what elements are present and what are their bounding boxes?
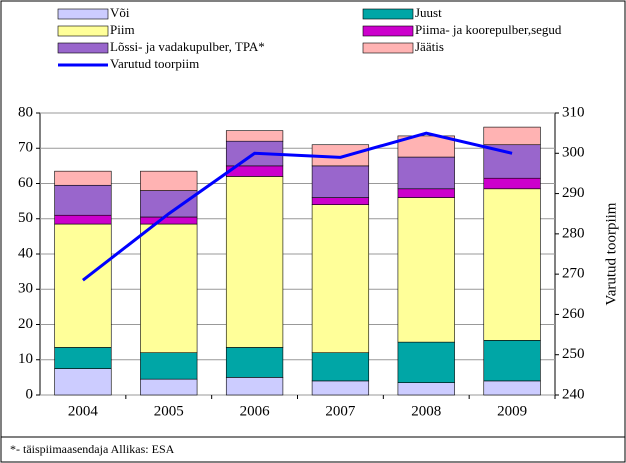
legend-label: Jäätis (415, 39, 444, 54)
legend-swatch (362, 42, 414, 54)
x-tick-label: 2006 (240, 403, 271, 419)
bar-segment (397, 188, 455, 198)
bar-segment (397, 135, 455, 158)
y-tick-label: 20 (18, 316, 33, 332)
bar-segment (225, 176, 284, 348)
y2-tick-label: 260 (562, 306, 585, 322)
bar-segment (311, 165, 370, 198)
y2-tick-label: 270 (562, 266, 585, 282)
y2-tick-label: 250 (562, 346, 585, 362)
bar-segment (311, 380, 370, 396)
bar-segment (311, 197, 370, 205)
bar-segment (483, 188, 541, 341)
y2-tick-label: 280 (562, 225, 585, 241)
legend-swatch (57, 8, 109, 20)
line-series (81, 131, 513, 282)
legend-label: Juust (415, 5, 442, 20)
bar-segment (54, 214, 112, 225)
bar-segment (397, 156, 455, 190)
bar-segment (311, 352, 370, 382)
bar-segment (140, 216, 198, 225)
legend-label: Piima- ja koorepulber,segud (415, 22, 562, 37)
y-tick-label: 50 (18, 210, 33, 226)
legend-swatch (57, 42, 109, 54)
bar-segment (225, 377, 284, 396)
y-tick-label: 80 (18, 104, 33, 120)
bar-segment (54, 347, 112, 369)
bar-segment (140, 223, 198, 354)
x-tick-label: 2007 (325, 403, 356, 419)
bar-segment (397, 341, 455, 383)
bar-segment (483, 177, 541, 190)
y-tick-label: 30 (18, 281, 33, 297)
bar-segment (54, 223, 112, 348)
y-tick-label: 60 (18, 175, 33, 191)
note: *- täispiimaasendaja Allikas: ESA (10, 442, 175, 456)
y2-tick-label: 310 (562, 104, 585, 120)
bar-segment (140, 170, 198, 191)
legend-label: Lõssi- ja vadakupulber, TPA* (110, 39, 265, 54)
legend-swatch (362, 8, 414, 20)
bar-segment (54, 170, 112, 186)
x-tick-label: 2005 (154, 403, 184, 419)
y-tick-label: 40 (18, 245, 33, 261)
y-tick-label: 10 (18, 351, 33, 367)
bar-segment (483, 380, 541, 396)
bar-segment (54, 368, 112, 396)
x-tick-label: 2004 (68, 403, 99, 419)
bar-segment (483, 340, 541, 382)
bar-segment (483, 126, 541, 146)
legend-swatch (57, 25, 109, 37)
bar-segment (397, 197, 455, 343)
legend-label: Piim (110, 22, 135, 37)
bar-segment (397, 382, 455, 396)
bar-segment (54, 184, 112, 216)
bar-segment (140, 378, 198, 396)
bar-segment (140, 352, 198, 380)
y2-tick-label: 300 (562, 145, 585, 161)
legend-swatch (362, 25, 414, 37)
legend-label: Või (110, 5, 130, 20)
y2-tick-label: 240 (562, 386, 585, 402)
y2-tick-label: 290 (562, 185, 585, 201)
y-tick-label: 0 (26, 386, 34, 402)
legend-label: Varutud toorpiim (110, 56, 199, 71)
bar-segment (225, 347, 284, 378)
bar-segment (225, 130, 284, 142)
y2-axis-label: Varutud toorpiim (603, 202, 619, 305)
bar-segment (311, 204, 370, 353)
x-tick-label: 2009 (497, 403, 527, 419)
x-tick-label: 2008 (411, 403, 441, 419)
y-tick-label: 70 (18, 140, 33, 156)
